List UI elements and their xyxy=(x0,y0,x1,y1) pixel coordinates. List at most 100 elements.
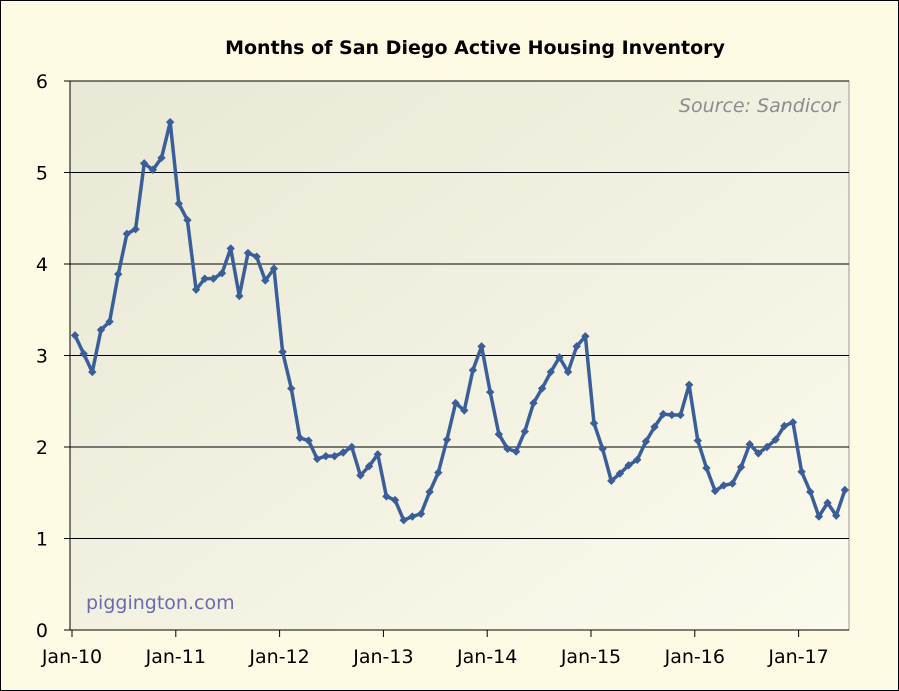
data-point xyxy=(555,353,564,362)
data-point xyxy=(468,365,478,375)
data-point xyxy=(546,367,555,377)
series-inventory xyxy=(70,117,850,525)
data-point xyxy=(321,451,331,461)
data-point xyxy=(174,199,183,208)
data-point xyxy=(364,462,374,471)
data-point xyxy=(416,509,426,518)
data-point xyxy=(624,461,633,470)
data-point xyxy=(269,264,279,273)
data-point xyxy=(460,406,469,415)
data-point xyxy=(304,436,313,445)
data-point xyxy=(356,471,365,480)
data-point xyxy=(589,419,599,428)
data-point xyxy=(425,487,434,497)
data-point xyxy=(209,274,218,283)
data-point xyxy=(762,442,772,452)
data-point xyxy=(442,435,452,444)
x-tick-label: Jan-15 xyxy=(560,646,621,668)
data-point xyxy=(676,410,685,420)
data-point xyxy=(486,387,495,397)
data-point xyxy=(287,384,296,393)
data-point xyxy=(728,479,737,488)
data-point xyxy=(607,476,616,486)
data-point xyxy=(797,467,806,476)
x-tick-label: Jan-10 xyxy=(41,646,102,668)
x-tick-label: Jan-13 xyxy=(352,646,413,668)
data-point xyxy=(183,215,192,225)
data-point xyxy=(140,159,149,168)
y-tick-label: 4 xyxy=(36,254,48,276)
x-tick-label: Jan-16 xyxy=(664,646,725,668)
data-point xyxy=(295,433,305,443)
y-tick-label: 2 xyxy=(36,437,48,459)
data-point xyxy=(693,436,702,445)
data-point xyxy=(313,454,322,464)
data-point xyxy=(598,444,607,454)
data-point xyxy=(563,367,573,377)
data-point xyxy=(641,437,651,446)
chart-title: Months of San Diego Active Housing Inven… xyxy=(225,37,725,59)
data-point xyxy=(503,444,512,454)
source-annotation: Source: Sandicor xyxy=(679,95,841,117)
data-point xyxy=(771,435,780,444)
data-point xyxy=(338,448,348,457)
data-point xyxy=(148,165,158,174)
data-point xyxy=(710,486,720,496)
data-point xyxy=(131,225,140,234)
data-point xyxy=(382,492,391,501)
data-point xyxy=(122,229,132,239)
data-point xyxy=(261,276,270,285)
data-point xyxy=(390,495,400,505)
x-tick-label: Jan-12 xyxy=(248,646,309,668)
data-point xyxy=(615,469,625,478)
data-point xyxy=(477,342,486,351)
data-point xyxy=(373,450,382,459)
data-point xyxy=(494,429,504,439)
data-point xyxy=(330,451,339,461)
data-point xyxy=(581,332,590,341)
data-point xyxy=(399,516,408,525)
y-axis: 0 1 2 3 4 5 6 xyxy=(36,71,71,642)
data-point xyxy=(217,268,227,278)
data-point xyxy=(814,512,824,521)
data-point xyxy=(235,291,244,301)
y-tick-label: 5 xyxy=(36,163,48,185)
data-point xyxy=(719,481,728,490)
data-point xyxy=(537,384,547,393)
data-point xyxy=(451,398,460,408)
data-point xyxy=(667,410,677,420)
data-point xyxy=(243,248,253,258)
data-point xyxy=(684,380,694,389)
data-point xyxy=(702,463,711,473)
data-point xyxy=(114,269,123,279)
data-point xyxy=(347,442,356,452)
data-point xyxy=(823,498,832,508)
data-point xyxy=(226,244,235,253)
x-axis: Jan-10 Jan-11 Jan-12 Jan-13 Jan-14 Jan-15 Jan-… xyxy=(41,629,849,668)
data-point xyxy=(650,422,659,432)
data-point xyxy=(832,511,841,520)
data-point xyxy=(96,325,106,335)
x-tick-label: Jan-17 xyxy=(767,646,828,668)
data-point xyxy=(633,455,642,465)
x-tick-label: Jan-11 xyxy=(145,646,206,668)
data-point xyxy=(840,485,850,495)
data-point xyxy=(780,421,789,431)
data-point xyxy=(806,487,815,497)
data-point xyxy=(105,317,114,326)
data-point xyxy=(659,409,668,419)
data-point xyxy=(165,117,175,127)
data-point xyxy=(70,331,80,340)
data-point xyxy=(191,285,201,294)
data-point xyxy=(754,449,763,458)
data-point xyxy=(408,512,417,521)
data-point xyxy=(252,252,261,261)
data-point xyxy=(520,427,529,436)
y-tick-label: 6 xyxy=(36,71,48,93)
x-tick-label: Jan-14 xyxy=(456,646,517,668)
y-tick-label: 0 xyxy=(36,620,48,642)
data-point xyxy=(88,367,97,377)
data-point xyxy=(736,462,746,472)
data-point xyxy=(434,468,443,477)
